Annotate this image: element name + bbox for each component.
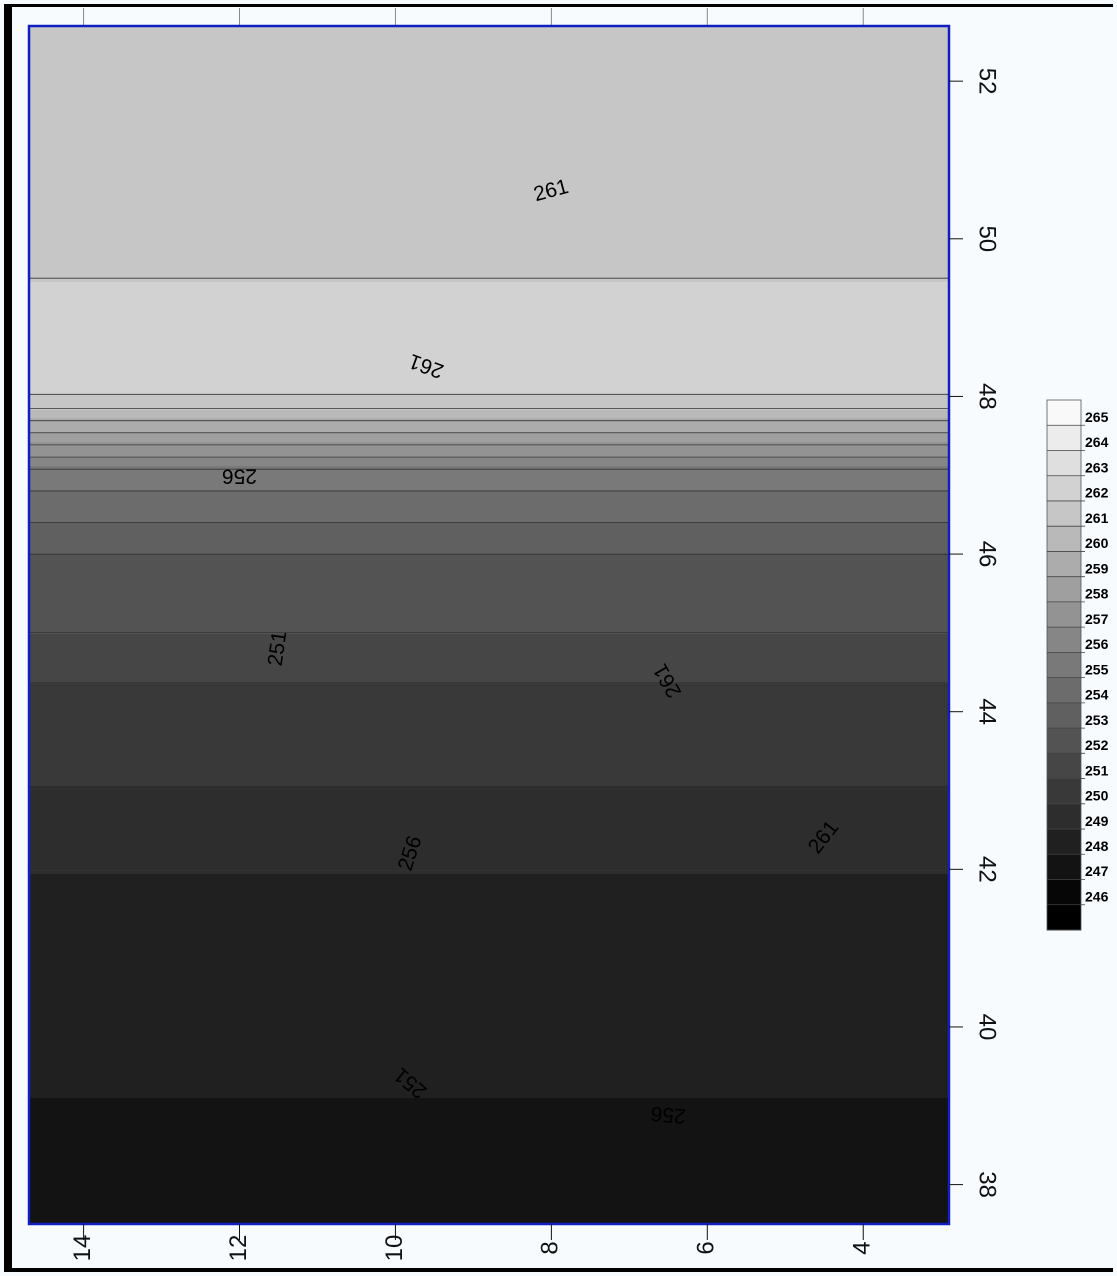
legend-swatch [1047,501,1081,527]
bottom-tick-label: 12 [225,1235,252,1262]
legend-swatch [1047,400,1081,426]
legend-label: 247 [1085,863,1109,879]
legend-swatch [1047,627,1081,653]
legend-swatch [1047,880,1081,906]
legend-swatch [1047,703,1081,729]
legend-label: 258 [1085,586,1109,602]
legend-swatch [1047,551,1081,577]
legend-label: 263 [1085,459,1109,475]
legend-label: 261 [1085,510,1109,526]
color-scale-legend: 265 264 263 262 261 260 259 258 257 256 255 254 253 2… [1047,400,1109,931]
legend-swatch [1047,526,1081,552]
legend-swatch [1047,779,1081,805]
bottom-tick-label: 6 [693,1241,720,1254]
legend-label: 248 [1085,838,1109,854]
legend-label: 252 [1085,737,1109,753]
bottom-tick-label: 8 [537,1241,564,1254]
legend-label: 254 [1085,687,1109,703]
legend-swatch [1047,425,1081,451]
legend-swatch [1047,804,1081,830]
legend-swatch [1047,678,1081,704]
right-tick-label: 44 [974,698,1001,725]
legend-swatch [1047,728,1081,754]
legend-label: 260 [1085,535,1109,551]
legend-swatch [1047,602,1081,628]
legend-label: 250 [1085,788,1109,804]
legend-label: 246 [1085,888,1109,904]
contour-label: 256 [650,1102,687,1128]
legend-swatch [1047,905,1081,931]
legend-label: 251 [1085,762,1109,778]
right-tick-label: 52 [974,68,1001,95]
legend-swatch [1047,829,1081,855]
legend-label: 265 [1085,409,1109,425]
top-tick-marks [84,8,864,26]
right-tick-label: 40 [974,1014,1001,1041]
bottom-tick-label: 10 [381,1235,408,1262]
right-tick-label: 50 [974,225,1001,252]
contour-fill-layer [29,26,950,1227]
legend-label: 256 [1085,636,1109,652]
legend-swatch [1047,577,1081,603]
legend-label: 264 [1085,434,1109,450]
bottom-axis: 14 12 10 8 6 4 [69,1224,876,1261]
legend-label: 249 [1085,813,1109,829]
legend-swatch [1047,753,1081,779]
right-axis: 38 40 42 44 46 48 50 52 [949,68,1001,1198]
right-tick-label: 46 [974,541,1001,568]
legend-swatch [1047,450,1081,476]
right-tick-label: 42 [974,856,1001,883]
legend-label: 255 [1085,661,1109,677]
contour-label: 256 [222,465,257,488]
legend-swatch [1047,652,1081,678]
legend-swatch [1047,476,1081,502]
right-tick-label: 38 [974,1171,1001,1198]
right-tick-label: 48 [974,383,1001,410]
bottom-tick-label: 14 [69,1235,96,1262]
legend-swatch [1047,854,1081,880]
bottom-tick-label: 4 [849,1241,876,1254]
legend-label: 259 [1085,560,1109,576]
legend-label: 262 [1085,485,1109,501]
contour-label: 251 [264,630,292,668]
legend-label: 257 [1085,611,1109,627]
legend-label: 253 [1085,712,1109,728]
